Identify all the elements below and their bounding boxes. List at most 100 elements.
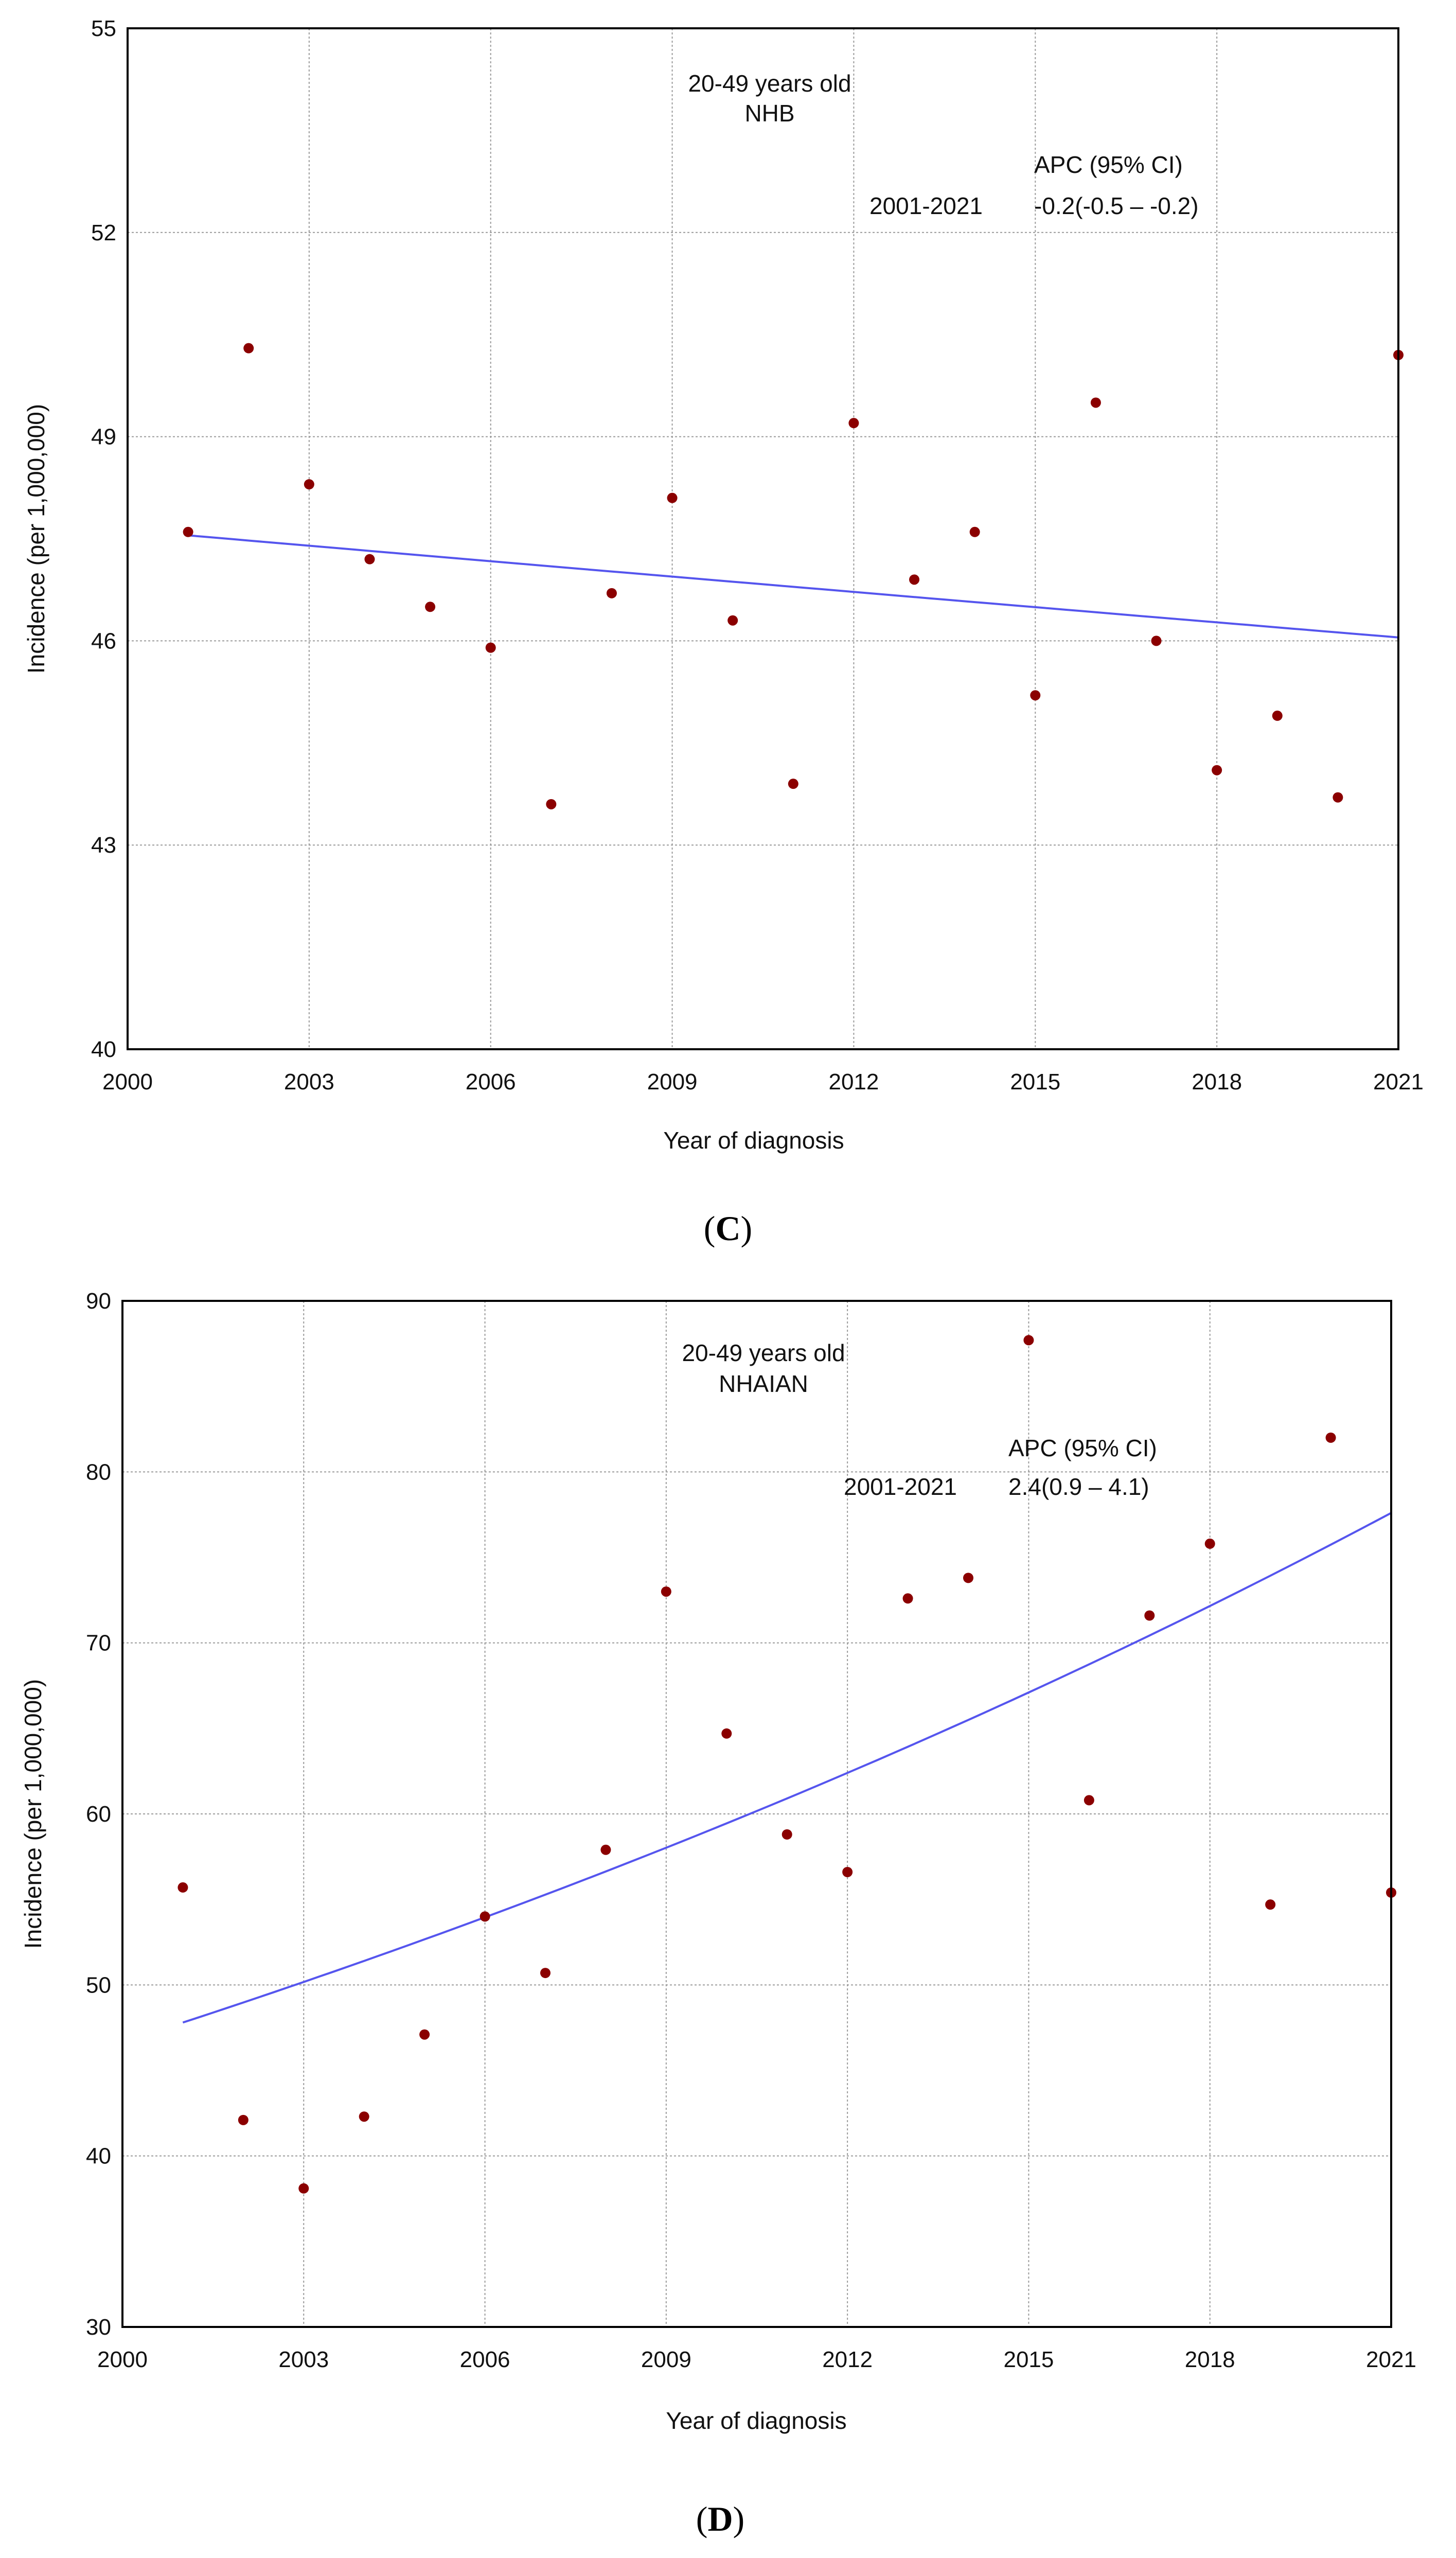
x-tick-label-2006: 2006	[460, 2347, 510, 2372]
data-point-2019	[1265, 1899, 1276, 1910]
data-point-2013	[902, 1593, 913, 1604]
data-points	[183, 343, 1404, 809]
apc-header: APC (95% CI)	[1034, 151, 1183, 178]
y-tick-label-90: 90	[86, 1289, 111, 1314]
y-tick-label-60: 60	[86, 1802, 111, 1827]
chart-title-group: NHAIAN	[719, 1370, 808, 1397]
x-axis-label: Year of diagnosis	[663, 1127, 844, 1154]
x-tick-label-2018: 2018	[1192, 1069, 1242, 1095]
data-point-2019	[1272, 710, 1283, 721]
apc-period: 2001-2021	[844, 1473, 957, 1500]
data-point-2005	[419, 2029, 430, 2040]
data-point-2007	[546, 799, 557, 809]
data-point-2002	[238, 2114, 248, 2125]
data-point-2016	[1090, 397, 1101, 408]
grid-lines	[128, 28, 1398, 1049]
data-point-2007	[540, 1968, 551, 1979]
data-point-2003	[304, 479, 314, 490]
data-point-2010	[721, 1728, 732, 1739]
x-tick-label-2021: 2021	[1373, 1069, 1424, 1095]
data-point-2017	[1151, 636, 1162, 646]
x-tick-label-2012: 2012	[822, 2347, 873, 2372]
apc-header: APC (95% CI)	[1008, 1435, 1157, 1461]
panel-label-c: (C)	[704, 1209, 752, 1248]
data-point-2008	[600, 1844, 611, 1855]
data-point-2012	[848, 418, 859, 429]
data-point-2009	[661, 1586, 671, 1597]
x-tick-label-2021: 2021	[1366, 2347, 1416, 2372]
data-point-2011	[782, 1829, 792, 1840]
plot-frame	[121, 1300, 1392, 2328]
y-tick-label-40: 40	[86, 2144, 111, 2169]
plot-area	[128, 28, 1398, 1049]
plot-frame	[127, 27, 1399, 1050]
data-point-2004	[364, 554, 375, 564]
chart-title-group: NHB	[744, 100, 794, 127]
x-tick-label-2003: 2003	[284, 1069, 334, 1095]
x-tick-label-2015: 2015	[1010, 1069, 1060, 1095]
y-tick-label-43: 43	[91, 833, 116, 858]
y-tick-label-30: 30	[86, 2315, 111, 2340]
apc-period: 2001-2021	[869, 192, 983, 219]
trend-line	[182, 1512, 1392, 2024]
data-point-2004	[359, 2111, 369, 2122]
apc-value: 2.4(0.9 – 4.1)	[1008, 1473, 1149, 1500]
data-point-2020	[1325, 1432, 1336, 1443]
x-tick-label-2018: 2018	[1185, 2347, 1235, 2372]
y-axis-label: Incidence (per 1,000,000)	[20, 1679, 46, 1949]
panel-letter-c: C	[715, 1209, 740, 1248]
data-point-2013	[909, 574, 920, 585]
y-tick-labels: 40 43 46 49 52 55	[91, 16, 116, 1062]
x-tick-labels: 2000 2003 2006 2009 2012 2015 2018 2021	[102, 1069, 1424, 1095]
grid-lines	[122, 1301, 1391, 2327]
x-tick-labels: 2000 2003 2006 2009 2012 2015 2018 2021	[97, 2347, 1416, 2372]
panel-label-d: (D)	[696, 2499, 744, 2538]
x-tick-label-2000: 2000	[102, 1069, 153, 1095]
y-tick-label-49: 49	[91, 425, 116, 450]
data-point-2011	[788, 779, 798, 789]
data-point-2018	[1204, 1538, 1215, 1549]
y-tick-label-55: 55	[91, 16, 116, 41]
data-point-2014	[963, 1573, 973, 1583]
data-point-2012	[842, 1866, 853, 1877]
data-point-2010	[727, 615, 738, 626]
chart-title-age: 20-49 years old	[688, 70, 851, 97]
x-tick-label-2009: 2009	[641, 2347, 691, 2372]
data-point-2001	[177, 1882, 188, 1893]
data-point-2009	[667, 492, 678, 503]
x-tick-label-2000: 2000	[97, 2347, 148, 2372]
trend-line	[188, 534, 1399, 639]
data-point-2015	[1023, 1335, 1034, 1346]
data-point-2006	[485, 642, 496, 653]
x-tick-label-2012: 2012	[828, 1069, 879, 1095]
data-point-2018	[1212, 765, 1222, 775]
y-tick-labels: 30 40 50 60 70 80 90	[86, 1289, 111, 2340]
y-tick-label-52: 52	[91, 220, 116, 245]
chart-title-age: 20-49 years old	[682, 1339, 845, 1366]
chart-c: 40 43 46 49 52 55 2000 2003 2006 2009 2012 2015 201…	[23, 16, 1424, 1248]
data-point-2014	[969, 526, 980, 537]
x-tick-label-2006: 2006	[466, 1069, 516, 1095]
y-tick-label-80: 80	[86, 1459, 111, 1485]
data-point-2017	[1144, 1610, 1155, 1621]
data-point-2002	[243, 343, 254, 354]
x-tick-label-2015: 2015	[1003, 2347, 1054, 2372]
apc-value: -0.2(-0.5 – -0.2)	[1034, 192, 1199, 219]
data-point-2020	[1333, 792, 1343, 803]
data-point-2005	[425, 602, 436, 612]
x-tick-label-2003: 2003	[278, 2347, 329, 2372]
y-tick-label-50: 50	[86, 1972, 111, 1998]
data-point-2016	[1084, 1795, 1094, 1806]
data-point-2003	[298, 2183, 309, 2194]
panel-letter-d: D	[707, 2499, 733, 2538]
y-tick-label-46: 46	[91, 628, 116, 654]
y-tick-label-70: 70	[86, 1631, 111, 1656]
y-tick-label-40: 40	[91, 1037, 116, 1062]
y-axis-label: Incidence (per 1,000,000)	[23, 404, 49, 674]
data-point-2008	[606, 588, 617, 598]
data-point-2006	[480, 1911, 490, 1922]
data-point-2001	[183, 526, 193, 537]
x-tick-label-2009: 2009	[647, 1069, 698, 1095]
